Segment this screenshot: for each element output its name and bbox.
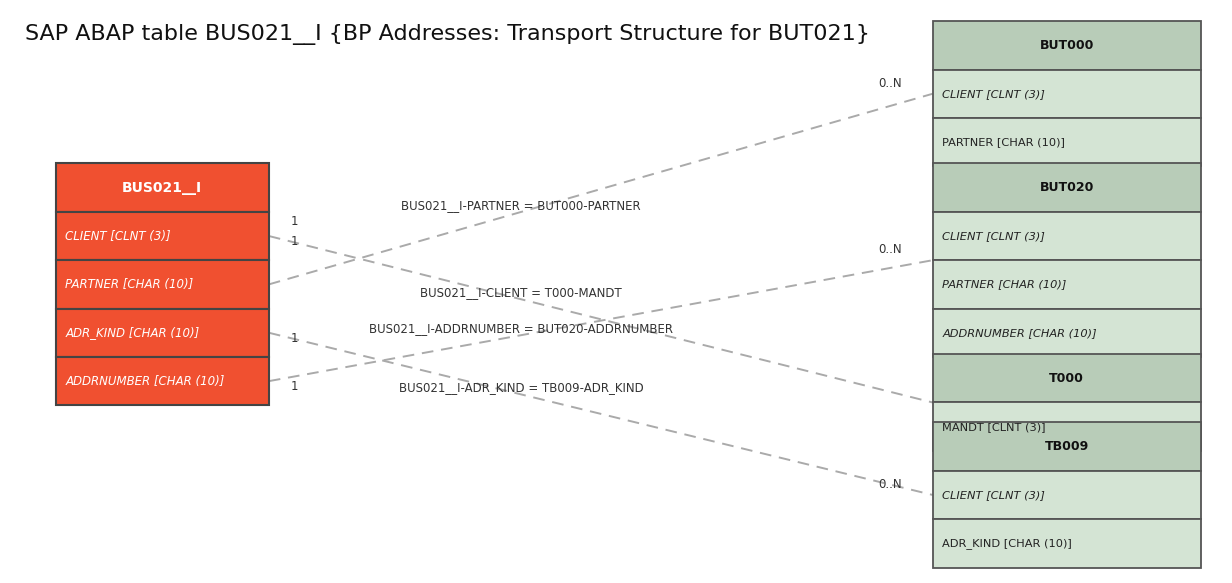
Text: CLIENT [CLNT (3)]: CLIENT [CLNT (3)]	[942, 490, 1045, 500]
Text: 1: 1	[291, 215, 298, 229]
Text: PARTNER [CHAR (10)]: PARTNER [CHAR (10)]	[942, 279, 1067, 289]
Text: BUT020: BUT020	[1040, 181, 1094, 194]
Text: ADR_KIND [CHAR (10)]: ADR_KIND [CHAR (10)]	[65, 326, 200, 339]
Bar	[933, 308, 1201, 357]
Bar	[55, 212, 269, 260]
Text: CLIENT [CLNT (3)]: CLIENT [CLNT (3)]	[942, 231, 1045, 241]
Text: 1: 1	[291, 332, 298, 345]
Text: 0..N: 0..N	[878, 77, 902, 90]
Text: 0..N: 0..N	[878, 244, 902, 257]
Text: ADDRNUMBER [CHAR (10)]: ADDRNUMBER [CHAR (10)]	[65, 375, 224, 388]
Text: T000: T000	[1050, 372, 1084, 385]
Text: BUS021__I-CLIENT = T000-MANDT: BUS021__I-CLIENT = T000-MANDT	[420, 286, 622, 299]
Bar	[933, 402, 1201, 451]
Text: 1: 1	[291, 380, 298, 394]
Text: BUT000: BUT000	[1040, 39, 1094, 52]
Bar	[933, 470, 1201, 519]
Text: BUS021__I-PARTNER = BUT000-PARTNER: BUS021__I-PARTNER = BUT000-PARTNER	[402, 199, 641, 212]
Text: CLIENT [CLNT (3)]: CLIENT [CLNT (3)]	[942, 89, 1045, 99]
Bar	[933, 212, 1201, 260]
Text: BUS021__I-ADDRNUMBER = BUT020-ADDRNUMBER: BUS021__I-ADDRNUMBER = BUT020-ADDRNUMBER	[370, 322, 673, 335]
Text: TB009: TB009	[1045, 440, 1089, 453]
Bar	[55, 357, 269, 405]
Bar	[933, 69, 1201, 118]
Bar	[933, 21, 1201, 69]
Text: MANDT [CLNT (3)]: MANDT [CLNT (3)]	[942, 422, 1046, 431]
Text: 0..N: 0..N	[878, 478, 902, 491]
Text: ADDRNUMBER [CHAR (10)]: ADDRNUMBER [CHAR (10)]	[942, 328, 1096, 338]
Bar	[933, 260, 1201, 308]
Text: BUS021__I-ADR_KIND = TB009-ADR_KIND: BUS021__I-ADR_KIND = TB009-ADR_KIND	[399, 381, 643, 394]
Text: PARTNER [CHAR (10)]: PARTNER [CHAR (10)]	[65, 278, 193, 291]
Bar	[933, 118, 1201, 166]
Text: 1: 1	[291, 235, 298, 248]
Bar	[933, 423, 1201, 470]
Bar	[55, 163, 269, 212]
Text: SAP ABAP table BUS021__I {BP Addresses: Transport Structure for BUT021}: SAP ABAP table BUS021__I {BP Addresses: …	[25, 24, 870, 45]
Bar	[55, 260, 269, 308]
Bar	[933, 519, 1201, 567]
Bar	[55, 308, 269, 357]
Text: ADR_KIND [CHAR (10)]: ADR_KIND [CHAR (10)]	[942, 538, 1072, 549]
Bar	[933, 354, 1201, 402]
Bar	[933, 163, 1201, 212]
Text: PARTNER [CHAR (10)]: PARTNER [CHAR (10)]	[942, 137, 1066, 147]
Text: CLIENT [CLNT (3)]: CLIENT [CLNT (3)]	[65, 230, 171, 243]
Text: BUS021__I: BUS021__I	[122, 181, 202, 195]
